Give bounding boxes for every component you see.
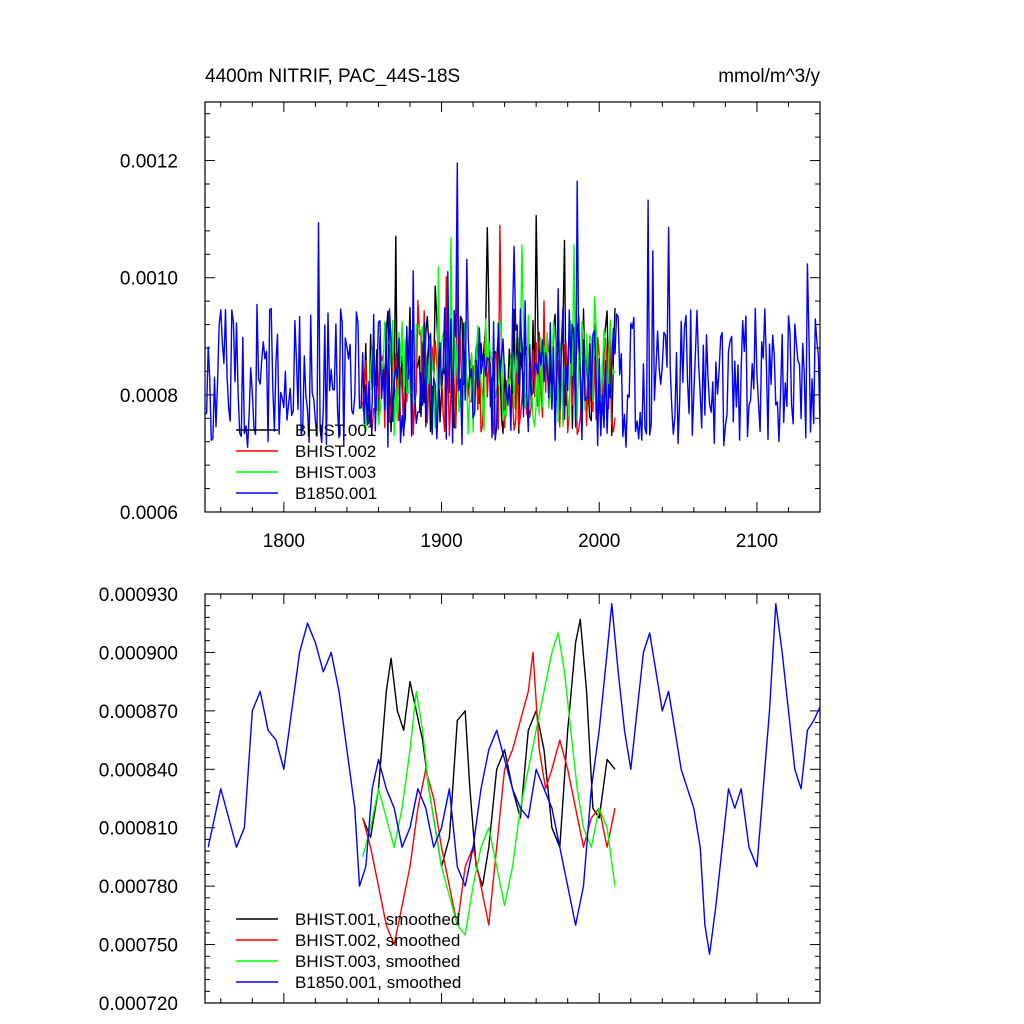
raw-chart-panel: 1800 1900 2000 2100 0.0006 0.0008 0.0010 0.0012… (120, 101, 821, 552)
smoothed-series-line-2 (362, 651, 616, 946)
smoothed-y-tick-label: 0.000870 (99, 702, 178, 723)
smoothed-y-tick-label: 0.000720 (99, 994, 178, 1015)
raw-y-tick-label: 0.0012 (120, 152, 178, 173)
smoothed-chart-panel: 0.000720 0.000750 0.000780 0.000810 0.000840… (99, 585, 821, 1015)
smoothed-y-tick-label: 0.000930 (99, 585, 178, 606)
smoothed-y-tick-label: 0.000840 (99, 760, 178, 781)
smoothed-plot-frame (204, 593, 821, 1004)
title-right: mmol/m^3/y (718, 66, 820, 87)
smoothed-legend-label: B1850.001, smoothed (295, 973, 461, 992)
smoothed-series-line-3 (362, 632, 616, 936)
raw-x-tick-label: 2000 (578, 531, 620, 552)
smoothed-y-tick-label: 0.000780 (99, 877, 178, 898)
smoothed-y-tick-label: 0.000750 (99, 936, 178, 957)
raw-plot-frame (204, 101, 821, 513)
smoothed-legend-label: BHIST.002, smoothed (295, 931, 460, 950)
smoothed-y-tick-label: 0.000810 (99, 819, 178, 840)
smoothed-legend-label: BHIST.001, smoothed (295, 910, 460, 929)
raw-x-tick-label: 2100 (736, 531, 778, 552)
smoothed-y-tick-label: 0.000900 (99, 643, 178, 664)
smoothed-series-line-1 (362, 618, 616, 887)
title-left: 4400m NITRIF, PAC_44S-18S (205, 66, 460, 87)
raw-x-tick-label: 1900 (420, 531, 462, 552)
raw-y-tick-label: 0.0008 (120, 386, 178, 407)
raw-legend-label: BHIST.002 (295, 442, 376, 461)
smoothed-legend-label: BHIST.003, smoothed (295, 952, 460, 971)
raw-legend-label: BHIST.003 (295, 463, 376, 482)
raw-series-line-4 (205, 162, 820, 448)
raw-y-tick-label: 0.0010 (120, 269, 178, 290)
raw-legend-label: BHIST.001 (295, 421, 376, 440)
smoothed-series-line-4 (207, 603, 820, 955)
raw-legend-label: B1850.001 (295, 484, 377, 503)
raw-y-tick-label: 0.0006 (120, 503, 178, 524)
raw-x-tick-label: 1800 (263, 531, 305, 552)
